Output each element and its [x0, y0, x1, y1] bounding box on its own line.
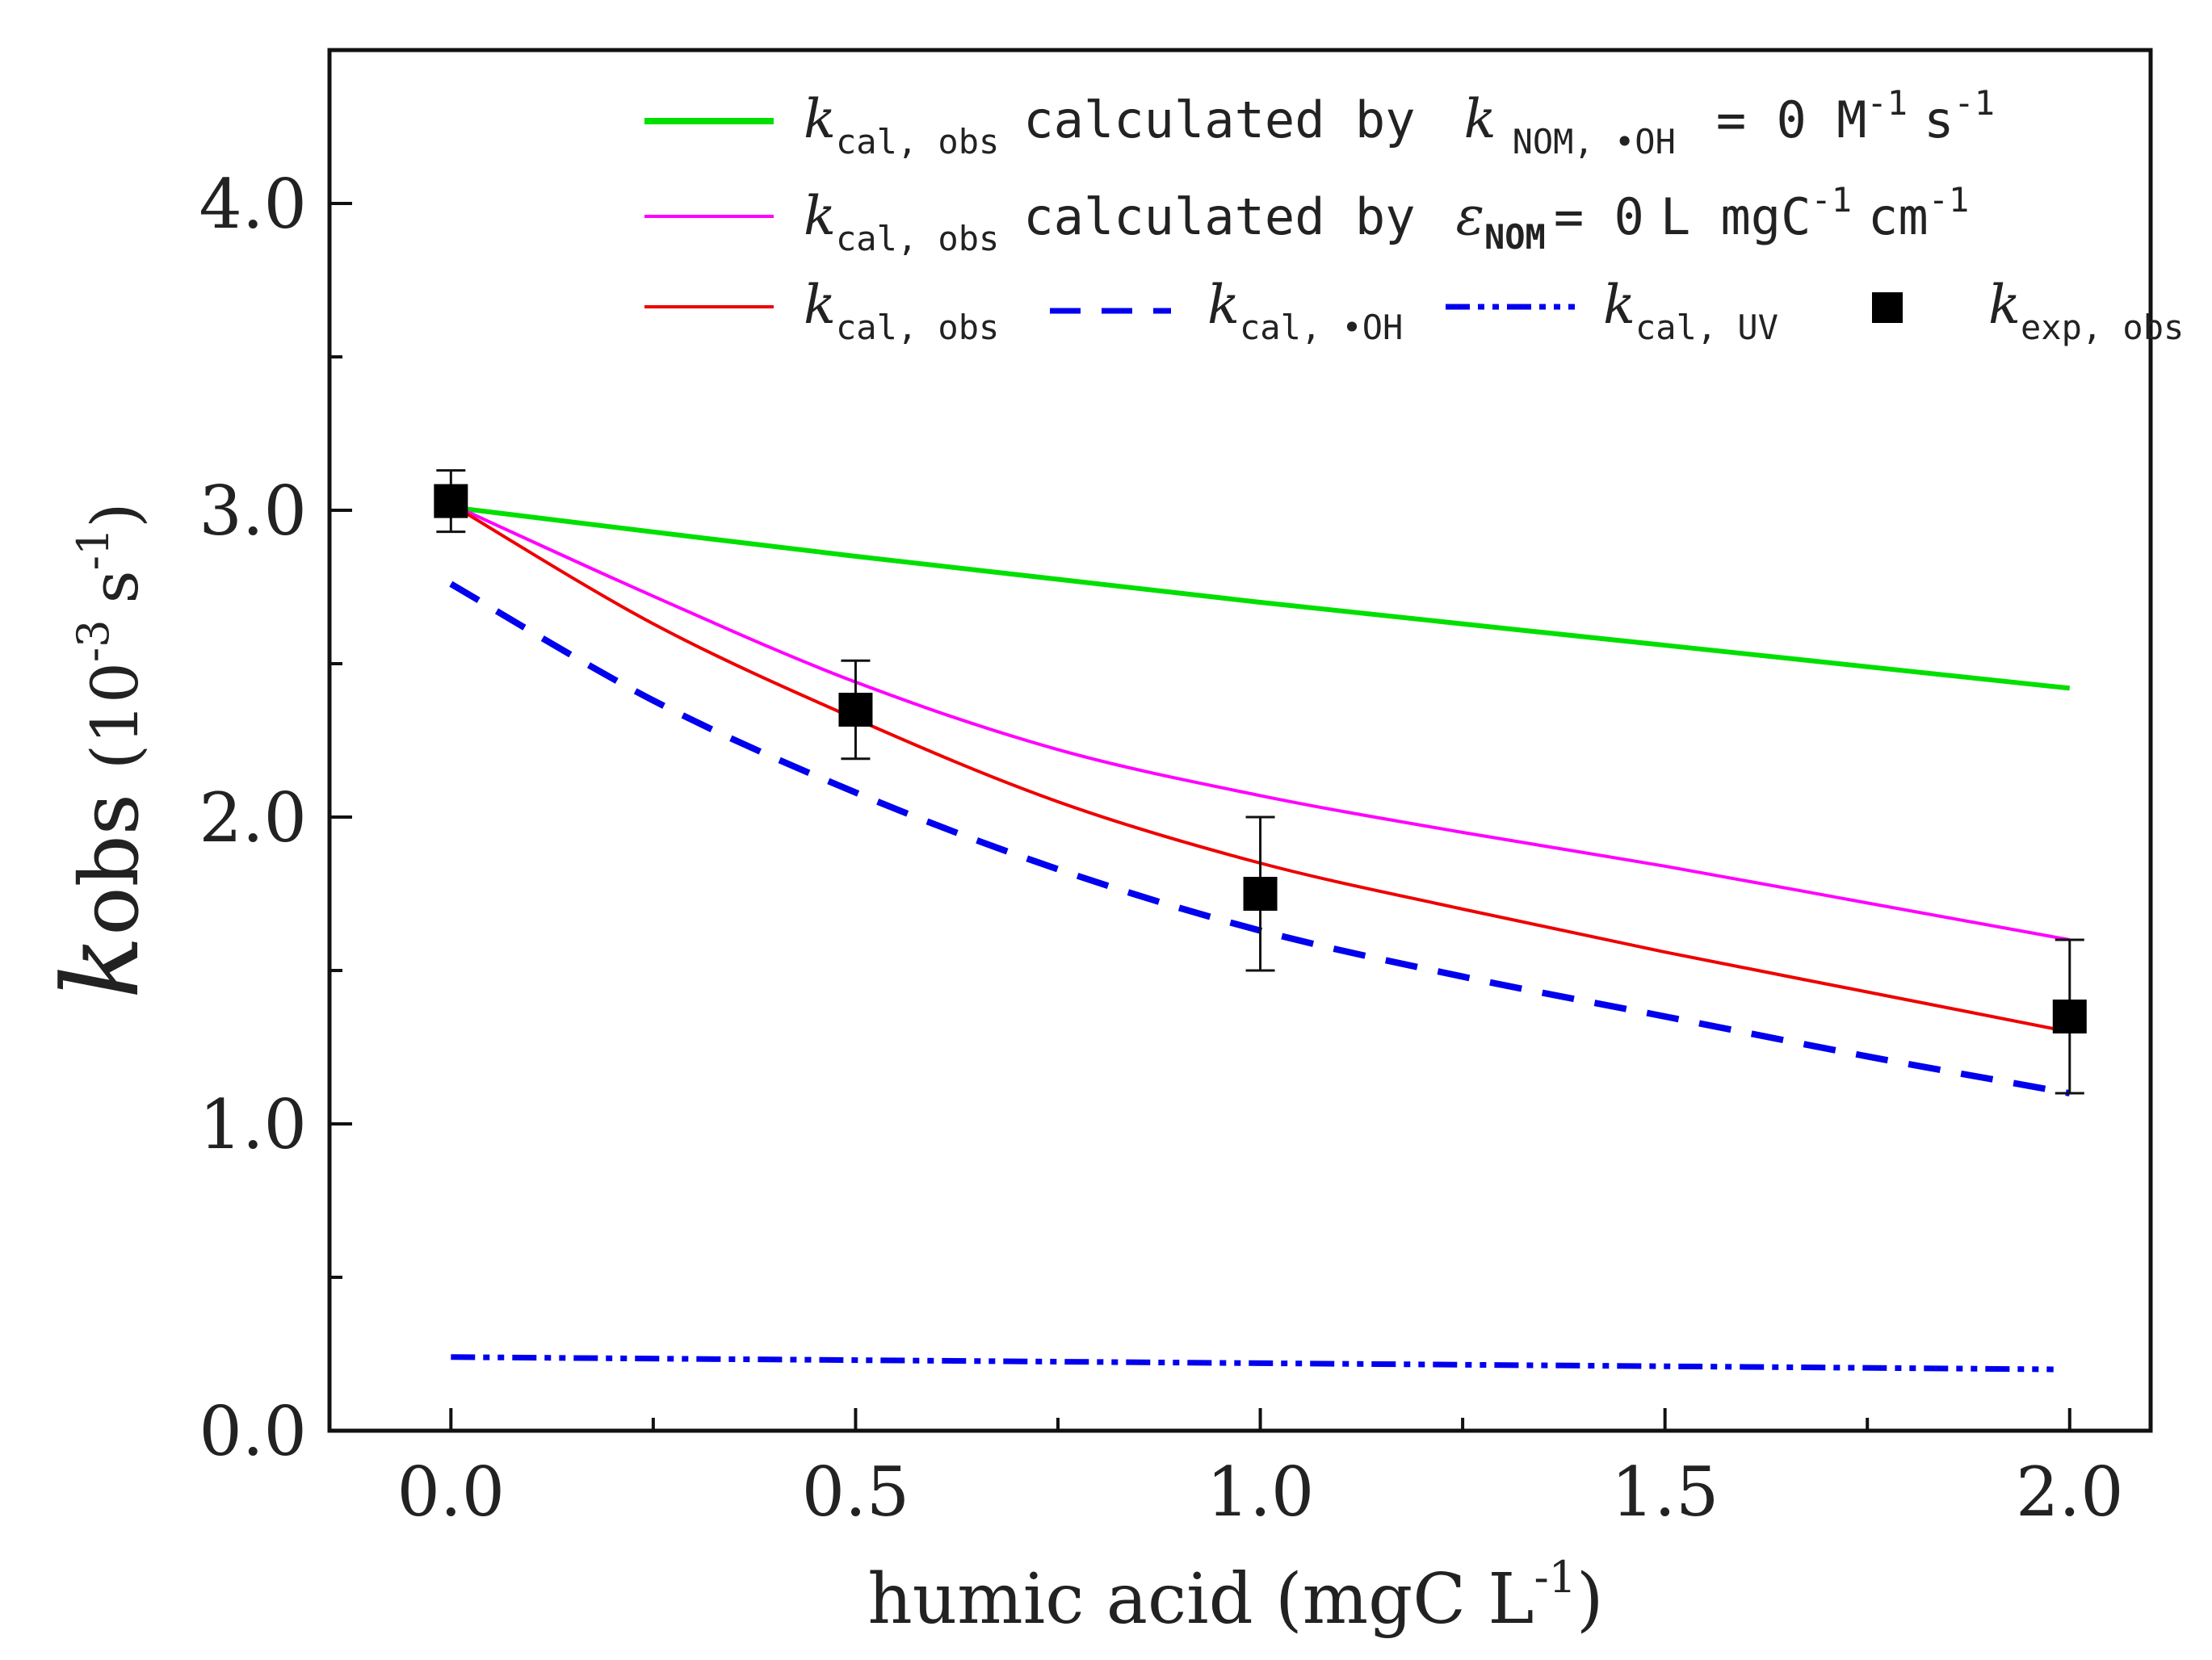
plot-frame — [327, 48, 2153, 1433]
legend-entry-blue-dash: kcal, •OH — [1207, 274, 1403, 347]
y-tick-label: 4.0 — [199, 165, 307, 244]
series-line-blue-dashdot — [451, 1354, 2054, 1373]
y-tick-label: 2.0 — [199, 778, 307, 857]
legend: kcal, obs calculated by k NOM, •OH = 0 M-1 s-… — [644, 83, 2184, 347]
exp-data-point — [838, 693, 873, 727]
y-axis-title-k: k — [40, 936, 162, 1000]
x-axis-title: humic acid (mgC L-1) — [867, 1552, 1603, 1640]
y-axis-title-units: (10 — [78, 662, 153, 769]
y-axis-title-units-s-sup: -1 — [68, 528, 119, 571]
x-tick-label: 1.0 — [1207, 1452, 1315, 1532]
axis-tick-labels: 0.0 0.5 1.0 1.5 2.0 0.0 1.0 2.0 3.0 4.0 — [199, 165, 2123, 1532]
legend-swatch-exp — [1872, 292, 1903, 323]
legend-entry-blue-dashdot: kcal, UV — [1603, 274, 1778, 347]
y-tick-label: 0.0 — [199, 1392, 307, 1471]
y-axis-title-units-close: ) — [78, 503, 153, 528]
exp-data-point — [2052, 1000, 2087, 1033]
series-line-blue-dash — [449, 581, 2071, 1096]
legend-entry-green: kcal, obs calculated by k NOM, •OH = 0 M-1 s-… — [804, 83, 1995, 161]
series-layer — [449, 502, 2071, 1373]
series-line-green — [450, 505, 2071, 691]
legend-entry-exp: kexp, obs — [1988, 274, 2184, 347]
y-axis-title-obs: obs — [62, 794, 157, 936]
axis-ticks — [329, 202, 2071, 1432]
series-line-red — [450, 502, 2071, 1033]
x-axis-title-sup: -1 — [1534, 1552, 1576, 1603]
exp-data-point — [434, 484, 468, 518]
y-tick-label: 1.0 — [199, 1085, 307, 1164]
y-tick-label: 3.0 — [199, 472, 307, 551]
series-line-magenta — [450, 502, 2071, 941]
x-axis-title-main: humic acid (mgC L — [867, 1559, 1534, 1640]
x-tick-label: 0.5 — [802, 1452, 910, 1532]
y-axis-title: kobs (10-3 s-1) — [40, 503, 162, 1000]
experimental-points — [434, 469, 2087, 1095]
x-tick-label: 2.0 — [2016, 1452, 2124, 1532]
y-axis-title-units-s: s — [78, 570, 153, 603]
legend-entry-red: kcal, obs — [804, 274, 999, 347]
svg-text:kobs(10-3s-1): kobs (10-3 s-1) — [40, 503, 162, 1000]
x-tick-label: 1.5 — [1611, 1452, 1719, 1532]
x-axis-title-close: ) — [1576, 1559, 1604, 1640]
y-axis-title-units-sup: -3 — [68, 619, 119, 662]
exp-data-point — [1243, 877, 1278, 911]
x-tick-label: 0.0 — [397, 1452, 506, 1532]
